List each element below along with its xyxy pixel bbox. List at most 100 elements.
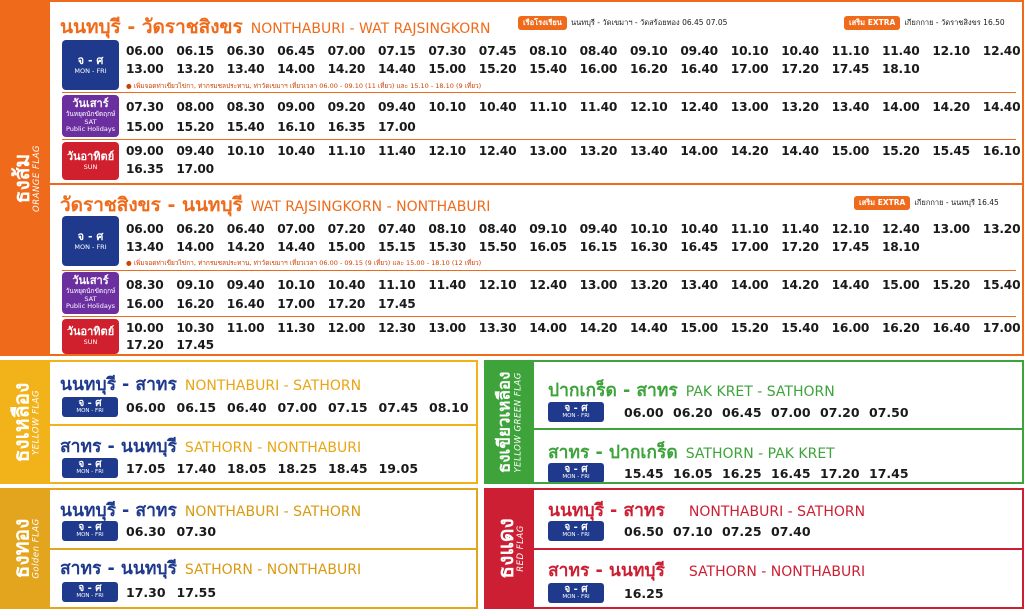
yellow-flag-title: ธงเหลือง [9,382,34,462]
day-en: SAT [84,294,97,303]
day-en: MON - FRI [76,469,104,476]
day-badge-mon-fri: จ - ศ MON - FRI [548,402,604,422]
departure-time: 12.10 [478,278,517,292]
departure-time: 10.10 [428,100,466,114]
departure-time: 17.45 [831,240,870,254]
route-title-th: นนทบุรี - สาทร [548,501,665,521]
route-title-en: NONTHABURI - SATHORN [184,378,362,394]
departure-time: 16.35 [327,120,366,134]
departure-time: 16.15 [579,240,618,254]
departure-time: 14.20 [932,100,970,114]
departure-time: 07.20 [820,405,860,420]
departure-time: 07.40 [378,222,416,236]
departure-time: 10.00 [126,321,164,335]
departure-time: 12.40 [529,278,567,292]
departure-time: 13.40 [680,278,718,292]
departure-time: 11.40 [781,222,819,236]
school-boat-text: นนทบุรี - วัดเขมาฯ - วัดสร้อยทอง 06.45 0… [570,18,728,27]
departure-time: 10.10 [730,44,769,58]
departure-time: 10.40 [680,222,718,236]
departure-time: 16.45 [771,466,811,481]
green-flag-subtitle: YELLOW GREEN FLAG [513,371,524,473]
departure-time: 10.40 [781,44,819,58]
day-th: จ - ศ [564,402,588,414]
day-th: จ - ศ [564,463,588,475]
departure-time: 08.30 [226,100,265,114]
departure-time: 06.00 [126,44,164,58]
golden-flag-subtitle: Golden FLAG [31,518,42,579]
day-th: วันอาทิตย์ [66,149,115,163]
green-flag-sidebar: ธงเขียวเหลือง YELLOW GREEN FLAG [486,362,534,482]
day-en: SUN [83,162,98,171]
departure-time: 17.20 [820,466,860,481]
service-note: ● เพิ่มจอดท่าเขียวไข่กา, ท่ากรมชลประทาน,… [126,259,482,267]
departure-time: 16.20 [882,321,920,335]
departure-time: 15.20 [176,120,214,134]
departure-time: 19.05 [378,461,419,476]
departure-time: 07.50 [869,405,909,420]
departure-time: 07.20 [327,222,366,236]
departure-time: 14.20 [730,144,769,158]
day-badge-sun: วันอาทิตย์ SUN [62,319,119,354]
day-badge-mon-fri: จ - ศ MON - FRI [62,458,118,478]
route-title-th: สาทร - ปากเกร็ด [548,443,678,463]
red-flag-panel: ธงแดง RED FLAG นนทบุรี - สาทร NONTHABURI … [484,488,1024,609]
route-heading: นนทบุรี - สาทร NONTHABURI - SATHORN [60,496,361,524]
route-heading-nonthaburi-watrajsingkorn: นนทบุรี - วัดราชสิงขร NONTHABURI - WAT RA… [60,12,490,42]
departure-time: 16.40 [226,297,265,311]
departure-time: 16.40 [932,321,970,335]
departure-time: 15.50 [478,240,517,254]
departure-time: 15.45 [624,466,664,481]
day-th: จ - ศ [78,458,102,470]
departure-time: 14.20 [781,278,819,292]
departure-time: 15.00 [882,278,920,292]
green-flag-title: ธงเขียวเหลือง [494,371,515,473]
departure-time: 12.40 [478,144,517,158]
route-heading-watrajsingkorn-nonthaburi: วัดราชสิงขร - นนทบุรี WAT RAJSINGKORN - N… [60,190,490,220]
departure-time: 11.10 [831,44,870,58]
extra-text: เกียกกาย - วัดราชสิงขร 16.50 [904,18,1005,27]
route-title-th: ปากเกร็ด - สาทร [548,381,678,401]
day-th: จ - ศ [78,582,102,594]
departure-time: 06.15 [176,400,217,415]
route-heading: สาทร - นนทบุรี SATHORN - NONTHABURI [60,554,361,582]
departure-time: 07.00 [771,405,811,420]
departure-time: 13.40 [831,100,870,114]
departure-time: 17.45 [869,466,909,481]
route-title-en: SATHORN - NONTHABURI [688,564,866,580]
red-flag-title: ธงแดง [493,518,518,579]
departure-time: 12.30 [378,321,416,335]
departure-time: 09.00 [126,144,164,158]
departure-time: 09.40 [579,222,618,236]
departure-time: 15.45 [932,144,970,158]
route-title-th: สาทร - นนทบุรี [60,437,177,457]
departure-time: 17.00 [378,120,416,134]
departure-time: 15.00 [680,321,718,335]
day-en: MON - FRI [562,532,590,539]
day-sub: วันหยุดนักขัตฤกษ์ [65,110,116,119]
departure-time: 18.25 [277,461,318,476]
departure-time: 06.40 [226,222,265,236]
route-heading: นนทบุรี - สาทร NONTHABURI - SATHORN [60,370,361,398]
departure-time: 17.20 [126,338,164,352]
departure-time: 18.05 [227,461,267,476]
divider [534,548,1022,550]
departure-time: 07.40 [771,524,811,539]
departure-time: 07.25 [722,524,762,539]
departure-time: 15.20 [882,144,920,158]
departure-time: 17.45 [378,297,416,311]
departure-time: 15.40 [982,278,1021,292]
route-title-th: วัดราชสิงขร - นนทบุรี [60,194,243,216]
day-th: วันเสาร์ [72,274,109,288]
departure-time: 09.20 [327,100,366,114]
departure-time: 13.00 [932,222,970,236]
day-badge-sun: วันอาทิตย์ SUN [62,142,119,180]
departure-time: 17.20 [781,240,819,254]
departure-time: 16.10 [277,120,315,134]
route-title-en: NONTHABURI - SATHORN [688,504,866,520]
departure-time: 12.10 [932,44,970,58]
section-divider [50,183,1022,185]
departure-time: 17.00 [277,297,315,311]
departure-time: 13.20 [781,100,819,114]
departure-time: 09.10 [529,222,567,236]
